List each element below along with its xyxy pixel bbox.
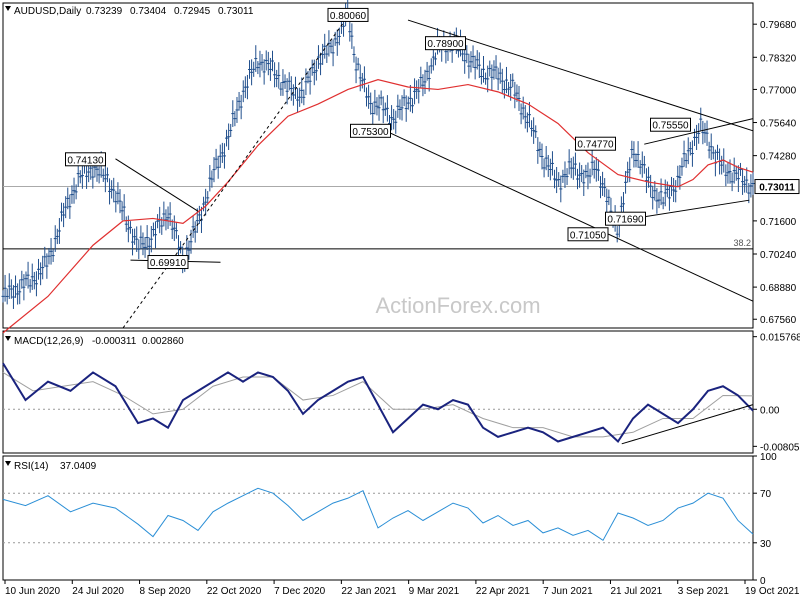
- x-tick-label: 24 Jul 2020: [72, 586, 124, 597]
- macd-y-tick-label: 0.00: [760, 405, 780, 416]
- rsi-caret-icon: [5, 461, 11, 466]
- price-annotation-label: 0.74770: [577, 140, 614, 151]
- x-tick-label: 3 Sep 2021: [678, 586, 730, 597]
- price-y-tick-label: 0.79680: [760, 20, 797, 31]
- price-y-tick-label: 0.75640: [760, 119, 797, 130]
- rsi-y-tick-label: 0: [760, 576, 766, 587]
- price-y-tick-label: 0.74280: [760, 152, 797, 163]
- x-tick-label: 22 Apr 2021: [476, 586, 530, 597]
- macd-caret-icon: [5, 336, 11, 341]
- rsi-legend-value: 37.0409: [60, 461, 97, 472]
- price-annotation-label: 0.80060: [330, 11, 367, 22]
- macd-line: [2, 362, 754, 444]
- symbol-label: AUDUSD,Daily: [14, 6, 81, 17]
- rsi-y-tick-label: 70: [760, 489, 772, 500]
- x-tick-label: 7 Jun 2021: [543, 586, 593, 597]
- symbol-caret-icon: [5, 6, 11, 11]
- resistance-trendline: [644, 118, 754, 145]
- macd-y-tick-label: 0.015768: [760, 333, 800, 344]
- moving-average-line: [2, 79, 754, 334]
- price-annotation-label: 0.78900: [427, 39, 464, 50]
- rising-dashed-trendline: [122, 16, 349, 329]
- macd-trendline: [621, 404, 754, 445]
- rsi-pane-frame: [2, 455, 754, 581]
- x-tick-label: 7 Dec 2020: [274, 586, 326, 597]
- price-annotation-label: 0.71050: [570, 230, 607, 241]
- price-y-tick-label: 0.67560: [760, 315, 797, 326]
- price-annotation-box: [65, 152, 106, 167]
- macd-legend-value: 0.002860: [142, 336, 184, 347]
- fib-382-label: 38.2: [733, 238, 751, 248]
- price-annotation-box: [567, 227, 609, 242]
- x-tick-label: 22 Jan 2021: [341, 586, 396, 597]
- x-tick-label: 19 Oct 2021: [745, 586, 800, 597]
- macd-legend-value: -0.000311: [92, 336, 137, 347]
- price-annotation-box: [327, 7, 369, 22]
- x-tick-label: 10 Jun 2020: [5, 586, 60, 597]
- ohlc-value: 0.72945: [174, 6, 211, 17]
- price-annotation-label: 0.69910: [150, 258, 187, 269]
- price-annotation-box: [605, 211, 646, 226]
- x-tick-label: 9 Mar 2021: [409, 586, 460, 597]
- falling-trendline-2020: [115, 158, 199, 212]
- channel-lower-line: [385, 130, 754, 302]
- price-annotation-box: [425, 36, 466, 51]
- price-y-tick-label: 0.68880: [760, 283, 797, 294]
- price-bars: [1, 0, 755, 309]
- price-annotation-box: [350, 123, 391, 138]
- price-annotation-box: [147, 255, 189, 270]
- x-tick-label: 21 Jul 2021: [610, 586, 662, 597]
- last-price-label: 0.73011: [759, 183, 795, 194]
- ohlc-value: 0.73404: [130, 6, 167, 17]
- rsi-legend-label: RSI(14): [14, 461, 48, 472]
- price-y-tick-label: 0.70240: [760, 250, 797, 261]
- price-annotation-label: 0.74130: [67, 155, 104, 166]
- price-y-tick-label: 0.77000: [760, 85, 797, 96]
- x-tick-label: 22 Oct 2020: [207, 586, 262, 597]
- price-annotation-box: [575, 136, 616, 151]
- rsi-line: [2, 487, 754, 542]
- watermark: ActionForex.com: [375, 293, 540, 318]
- ohlc-value: 0.73011: [218, 6, 254, 17]
- macd-y-tick-label: -0.008053: [760, 442, 800, 453]
- price-annotation-box: [650, 117, 691, 132]
- price-annotation-label: 0.71690: [607, 215, 644, 226]
- price-annotation-label: 0.75300: [352, 127, 389, 138]
- rsi-y-tick-label: 100: [760, 452, 777, 463]
- x-tick-label: 8 Sep 2020: [140, 586, 192, 597]
- macd-legend-label: MACD(12,26,9): [14, 336, 83, 347]
- ohlc-value: 0.73239: [86, 6, 123, 17]
- price-y-tick-label: 0.78320: [760, 53, 797, 64]
- rsi-y-tick-label: 30: [760, 539, 772, 550]
- price-y-tick-label: 0.71600: [760, 217, 797, 228]
- last-price-box: [754, 179, 800, 195]
- price-annotation-label: 0.75550: [652, 121, 689, 132]
- macd-signal-line: [2, 372, 754, 438]
- price-pane-frame: [2, 2, 754, 329]
- macd-pane-frame: [2, 330, 754, 454]
